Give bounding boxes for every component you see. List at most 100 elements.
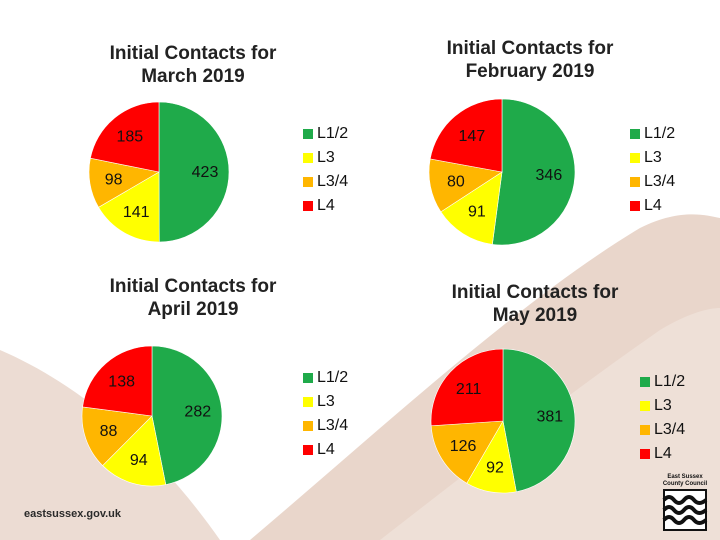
slice-label-l3: 94 xyxy=(130,452,148,469)
legend-item-l1-2: L1/2 xyxy=(640,370,685,394)
legend-swatch xyxy=(303,397,313,407)
legend-label: L1/2 xyxy=(317,369,349,386)
slice-label-l1-2: 423 xyxy=(192,164,219,181)
pie-slice-l1-2 xyxy=(492,98,576,246)
pie-slice-l4 xyxy=(82,345,153,417)
slice-label-l3: 141 xyxy=(123,204,150,221)
legend-item-l3-4: L3/4 xyxy=(630,170,675,194)
legend-label: L3/4 xyxy=(317,173,349,190)
chart-title-line1: Initial Contacts for xyxy=(451,282,619,303)
legend-item-l4: L4 xyxy=(303,194,348,218)
chart-legend: L1/2 L3 L3/4 L4 xyxy=(303,122,348,218)
legend-swatch xyxy=(630,129,640,139)
legend-item-l3: L3 xyxy=(630,146,675,170)
slice-label-l3-4: 98 xyxy=(105,172,123,189)
slice-label-l1-2: 381 xyxy=(536,409,563,426)
slice-label-l3-4: 88 xyxy=(100,423,118,440)
chart-title-line2: February 2019 xyxy=(465,61,595,82)
pie-chart-april: 282 94 88 138 xyxy=(81,345,223,487)
chart-title-line1: Initial Contacts for xyxy=(109,43,277,64)
legend-item-l1-2: L1/2 xyxy=(630,122,675,146)
chart-legend: L1/2 L3 L3/4 L4 xyxy=(640,370,685,466)
slice-label-l4: 147 xyxy=(459,128,486,145)
pie-slice-l3-4 xyxy=(430,420,504,484)
legend-label: L4 xyxy=(317,441,335,458)
chart-title-line2: March 2019 xyxy=(141,66,245,87)
pie-slice-l1-2 xyxy=(158,101,230,243)
chart-title-line1: Initial Contacts for xyxy=(446,38,614,59)
legend-label: L1/2 xyxy=(317,125,349,142)
legend-label: L4 xyxy=(644,197,662,214)
slice-label-l4: 138 xyxy=(108,373,135,390)
legend-label: L1/2 xyxy=(654,373,686,390)
legend-label: L3 xyxy=(644,149,662,166)
legend-item-l3-4: L3/4 xyxy=(640,418,685,442)
legend-swatch xyxy=(630,177,640,187)
legend-label: L3/4 xyxy=(317,417,349,434)
legend-item-l4: L4 xyxy=(630,194,675,218)
pie-slice-l1-2 xyxy=(151,345,223,485)
chart-title: Initial Contacts for February 2019 xyxy=(405,37,655,83)
legend-swatch xyxy=(303,373,313,383)
slice-label-l3-4: 80 xyxy=(447,173,465,190)
logo-text-line1: East Sussex xyxy=(667,474,703,480)
legend-swatch xyxy=(303,177,313,187)
slice-label-l1-2: 346 xyxy=(536,167,563,184)
chart-title-line1: Initial Contacts for xyxy=(109,276,277,297)
legend-swatch xyxy=(630,153,640,163)
slice-label-l3: 91 xyxy=(468,204,486,221)
chart-title: Initial Contacts for April 2019 xyxy=(68,275,318,321)
legend-swatch xyxy=(303,201,313,211)
legend-swatch xyxy=(630,201,640,211)
logo-text-line2: County Council xyxy=(662,481,708,487)
pie-slice-l4 xyxy=(430,348,504,427)
pie-slice-l3 xyxy=(102,415,167,487)
pie-slice-l3 xyxy=(98,171,160,243)
legend-item-l3-4: L3/4 xyxy=(303,170,348,194)
legend-item-l1-2: L1/2 xyxy=(303,366,348,390)
legend-label: L4 xyxy=(317,197,335,214)
legend-swatch xyxy=(303,445,313,455)
footer-url[interactable]: eastsussex.gov.uk xyxy=(24,508,122,520)
chart-title-line2: April 2019 xyxy=(147,299,239,320)
slice-label-l3: 92 xyxy=(486,459,504,476)
chart-title: Initial Contacts for March 2019 xyxy=(68,42,318,88)
legend-item-l3: L3 xyxy=(303,146,348,170)
legend-label: L3 xyxy=(654,397,672,414)
legend-label: L3/4 xyxy=(654,421,686,438)
legend-swatch xyxy=(640,401,650,411)
chart-legend: L1/2 L3 L3/4 L4 xyxy=(630,122,675,218)
legend-label: L1/2 xyxy=(644,125,676,142)
legend-item-l4: L4 xyxy=(303,438,348,462)
legend-item-l3-4: L3/4 xyxy=(303,414,348,438)
pie-slice-l3-4 xyxy=(81,406,153,467)
east-sussex-logo: East Sussex County Council xyxy=(660,474,710,537)
logo-text: East Sussex County Council xyxy=(660,474,710,488)
legend-swatch xyxy=(303,153,313,163)
legend-item-l1-2: L1/2 xyxy=(303,122,348,146)
pie-slice-l4 xyxy=(429,98,503,173)
pie-chart-may: 381 92 126 211 xyxy=(430,348,576,494)
chart-legend: L1/2 L3 L3/4 L4 xyxy=(303,366,348,462)
pie-slice-l4 xyxy=(90,101,160,173)
legend-swatch xyxy=(640,425,650,435)
legend-swatch xyxy=(303,129,313,139)
slice-label-l4: 185 xyxy=(117,128,144,145)
legend-label: L4 xyxy=(654,445,672,462)
slice-label-l4: 211 xyxy=(456,381,482,398)
logo-waves-icon xyxy=(662,489,708,531)
pie-slice-l1-2 xyxy=(502,348,576,493)
legend-item-l3: L3 xyxy=(303,390,348,414)
legend-label: L3 xyxy=(317,149,335,166)
legend-label: L3/4 xyxy=(644,173,676,190)
legend-swatch xyxy=(640,377,650,387)
legend-item-l3: L3 xyxy=(640,394,685,418)
chart-title: Initial Contacts for May 2019 xyxy=(410,281,660,327)
chart-title-line2: May 2019 xyxy=(492,305,578,326)
pie-slice-l3 xyxy=(440,171,503,245)
slice-label-l3-4: 126 xyxy=(450,438,477,455)
slice-label-l1-2: 282 xyxy=(184,403,211,420)
legend-swatch xyxy=(640,449,650,459)
